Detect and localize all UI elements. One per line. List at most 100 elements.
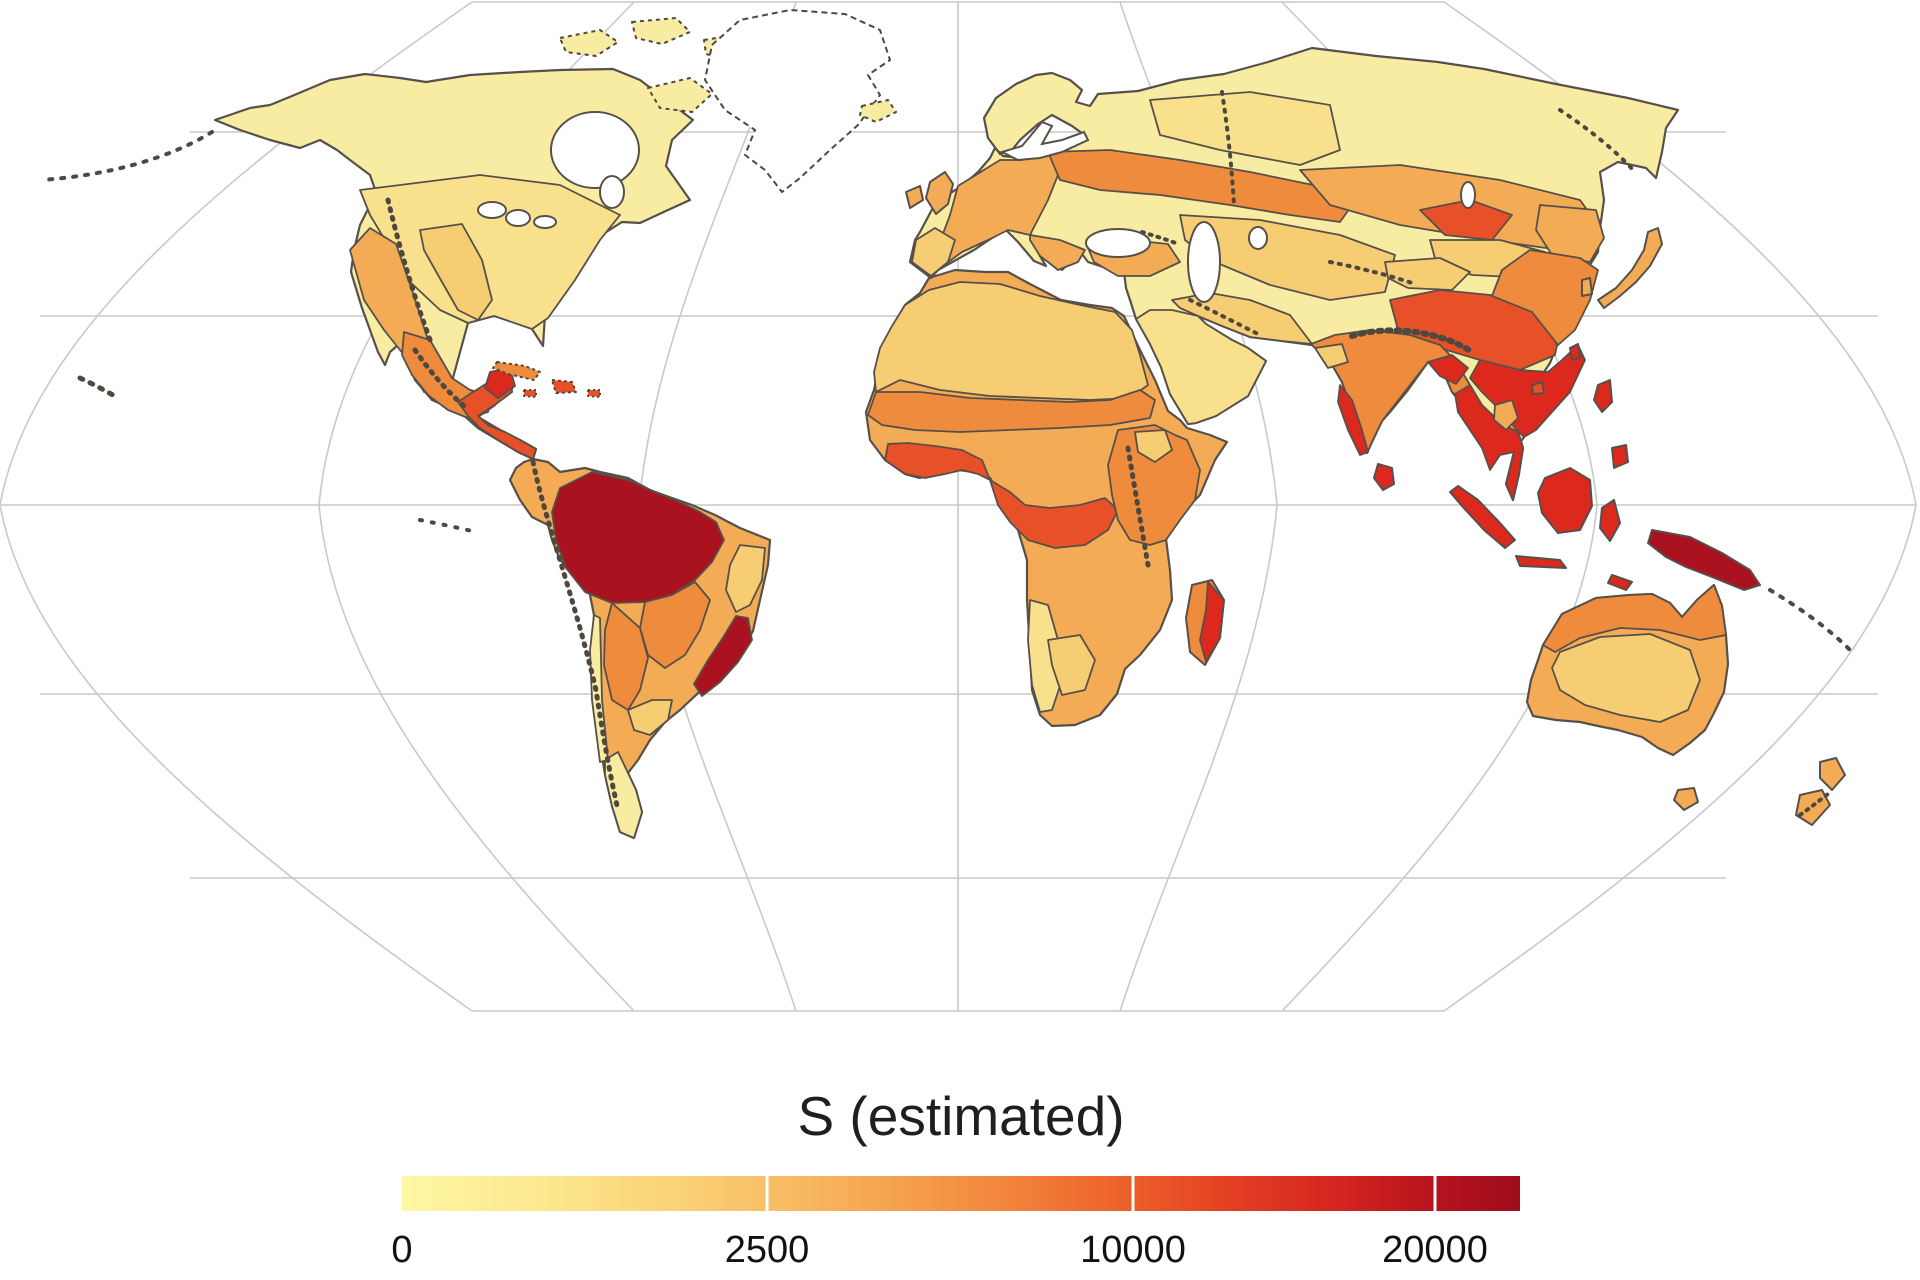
region-northeast-india <box>1427 354 1469 385</box>
region-west-siberia <box>1149 91 1341 166</box>
region-amazon-basin <box>551 471 725 604</box>
philippines-luzon <box>1593 379 1613 413</box>
region-greenland-ice <box>704 9 891 193</box>
region-east-china <box>1491 249 1599 346</box>
himalaya-speckle <box>1349 327 1475 355</box>
pacific-islands <box>77 375 1852 652</box>
hudson-bay <box>550 111 640 189</box>
region-ethiopian-highlands <box>1134 429 1173 463</box>
zagros-speckle <box>1188 298 1260 336</box>
legend-label-0: 0 <box>391 1229 412 1271</box>
region-balkans-italy <box>1029 234 1086 271</box>
philippines-mindanao <box>1611 444 1629 469</box>
continent-africa <box>864 268 1229 728</box>
puerto-rico <box>587 389 601 398</box>
legend-label-10000: 10000 <box>1080 1229 1186 1271</box>
region-caatinga <box>725 544 766 613</box>
sulawesi <box>1599 499 1621 542</box>
caucasus-speckle <box>1140 230 1180 246</box>
new-zealand-north <box>1819 757 1846 791</box>
hainan <box>1531 381 1545 395</box>
great-lake-west <box>477 201 507 219</box>
region-manchuria <box>1535 204 1605 263</box>
baffin-island <box>647 77 713 113</box>
continent-north-america <box>40 67 695 461</box>
rift-valley-speckle <box>1125 445 1151 568</box>
region-patagonia <box>604 751 643 839</box>
sri-lanka <box>1373 463 1395 491</box>
region-kalahari-interior <box>1047 634 1096 696</box>
baltic-sea <box>999 120 1090 162</box>
japan <box>1597 227 1663 309</box>
region-iran-plateau <box>1171 292 1313 345</box>
jamaica <box>523 389 537 398</box>
region-madagascar-east <box>1199 581 1225 663</box>
legend-title: S (estimated) <box>797 1085 1124 1147</box>
hawaii-speckle <box>77 375 121 401</box>
james-bay <box>599 175 625 209</box>
great-britain <box>925 171 954 215</box>
region-thailand-dry-plain <box>1493 399 1519 431</box>
east-siberia-speckle <box>1558 108 1637 174</box>
arctic-island <box>631 17 691 45</box>
cuba <box>492 361 541 381</box>
great-lake-east <box>533 215 557 229</box>
legend-colorbar <box>402 1176 1520 1211</box>
region-east-europe-steppe <box>1047 149 1353 223</box>
hispaniola <box>551 379 577 394</box>
islands-group <box>905 171 1761 591</box>
region-sahara <box>873 281 1149 401</box>
legend: S (estimated) 0 2500 10000 20000 <box>391 1085 1520 1271</box>
region-pampas <box>627 699 673 736</box>
legend-label-2500: 2500 <box>725 1229 810 1271</box>
region-atlantic-forest <box>693 615 753 697</box>
meridian-180w <box>0 1 473 1012</box>
region-central-america <box>457 377 537 460</box>
region-new-guinea <box>1647 529 1761 591</box>
caspian-sea <box>1187 221 1221 303</box>
korea <box>1581 277 1593 297</box>
arctic-island <box>559 29 619 57</box>
region-congo-basin <box>989 479 1119 549</box>
region-australia-interior <box>1551 633 1701 723</box>
region-tarim-basin <box>1384 257 1471 291</box>
region-western-ghats <box>1337 384 1369 456</box>
legend-label-20000: 20000 <box>1382 1229 1488 1271</box>
aleutian-islands-speckle <box>40 130 214 182</box>
borneo <box>1537 467 1593 534</box>
region-great-plains <box>419 223 493 321</box>
region-southeast-asia <box>1454 384 1524 501</box>
java <box>1515 555 1567 569</box>
tienshan-speckle <box>1328 260 1417 286</box>
galapagos-speckle <box>418 518 478 534</box>
lake-baikal <box>1460 181 1476 209</box>
region-arabia <box>1135 309 1267 425</box>
nz-alps-speckle <box>1798 792 1830 817</box>
region-iberia <box>911 227 956 277</box>
region-namib-kalahari <box>1027 599 1063 713</box>
region-thar-desert <box>1314 343 1349 369</box>
great-lake-mid <box>505 209 531 227</box>
continent-south-america <box>508 457 772 840</box>
aral-sea <box>1248 226 1268 250</box>
caribbean-islands <box>492 361 601 398</box>
legend-tickmarks <box>765 1176 1437 1211</box>
ireland <box>905 185 924 209</box>
continent-australia <box>1525 583 1846 826</box>
taiwan <box>1569 343 1581 361</box>
andes-speckle <box>530 459 621 813</box>
iceland <box>859 99 897 123</box>
region-indochina <box>1469 344 1586 438</box>
continent-eurasia <box>908 46 1680 502</box>
sumatra <box>1449 485 1516 549</box>
tasmania <box>1673 787 1699 811</box>
ural-speckle <box>1220 90 1236 207</box>
melanesia-speckle <box>1768 588 1852 652</box>
black-sea <box>1085 228 1151 258</box>
region-australia-north <box>1542 584 1727 653</box>
region-sahel <box>867 389 1156 433</box>
legend-tick-labels: 0 2500 10000 20000 <box>391 1229 1487 1271</box>
rocky-mountains-speckle <box>385 197 435 348</box>
